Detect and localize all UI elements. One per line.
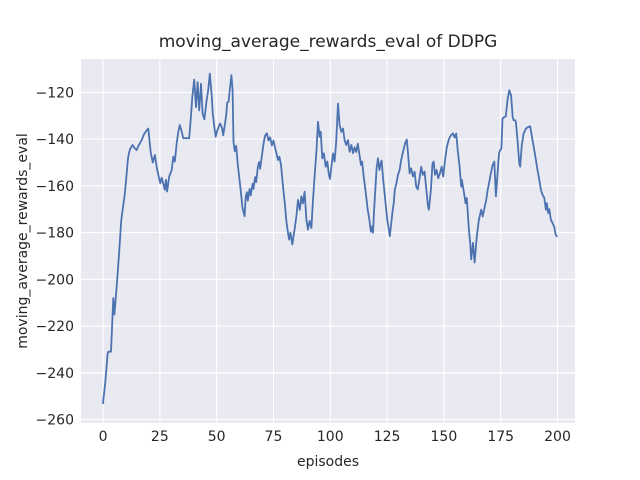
y-tick-label: −260 — [36, 412, 74, 428]
y-tick-label: −180 — [36, 226, 74, 242]
chart-title: moving_average_rewards_eval of DDPG — [159, 32, 498, 52]
x-tick-label: 75 — [265, 429, 283, 445]
x-tick-label: 200 — [544, 429, 571, 445]
series-layer — [102, 72, 558, 404]
y-tick-labels: −120 −140 −160 −180 −200 −220 −240 −260 — [36, 85, 74, 428]
grid-layer — [81, 59, 575, 423]
x-tick-label: 50 — [208, 429, 226, 445]
x-tick-label: 125 — [374, 429, 401, 445]
y-tick-label: −220 — [36, 319, 74, 335]
x-tick-label: 25 — [151, 429, 169, 445]
x-tick-label: 100 — [317, 429, 344, 445]
reward-line — [102, 72, 558, 404]
x-axis-label: episodes — [297, 454, 359, 470]
y-tick-label: −160 — [36, 179, 74, 195]
y-tick-label: −120 — [36, 85, 74, 101]
y-axis-label: moving_average_rewards_eval — [15, 133, 31, 349]
x-tick-label: 150 — [431, 429, 458, 445]
x-tick-label: 175 — [487, 429, 514, 445]
plot-area — [81, 59, 575, 423]
y-tick-label: −140 — [36, 132, 74, 148]
x-tick-labels: 0 25 50 75 100 125 150 175 200 — [99, 429, 571, 445]
x-tick-label: 0 — [99, 429, 108, 445]
y-tick-label: −240 — [36, 366, 74, 382]
y-tick-label: −200 — [36, 272, 74, 288]
